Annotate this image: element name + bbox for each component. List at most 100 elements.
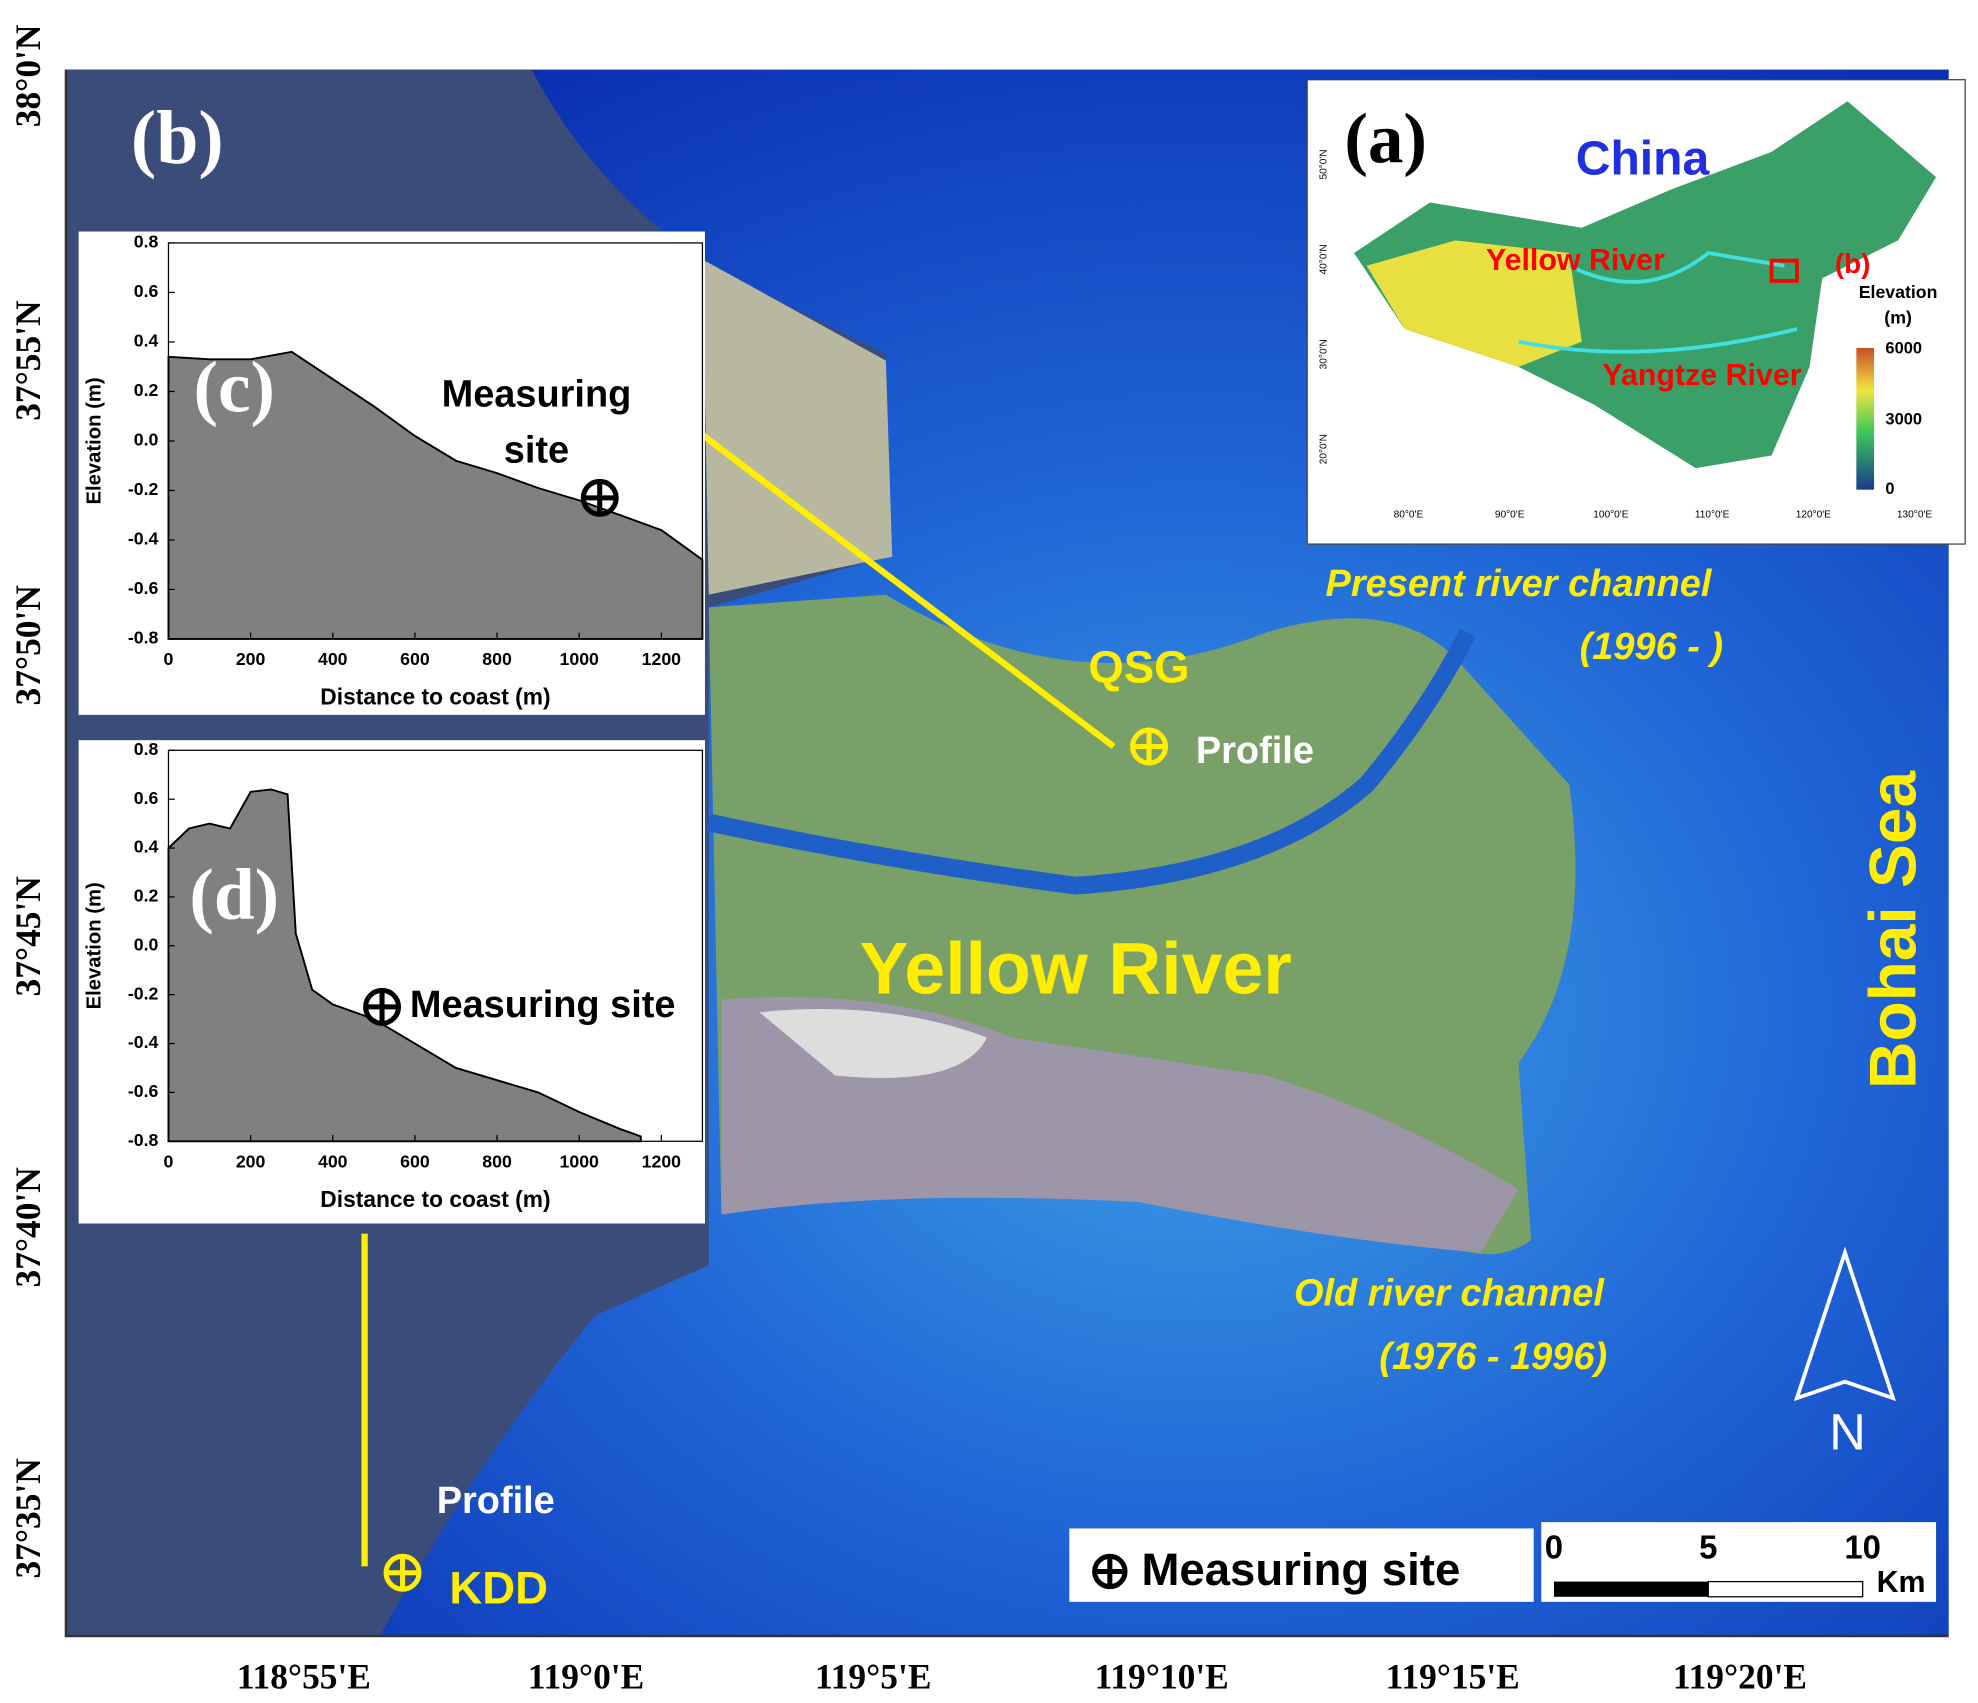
annotation: (1996 - ) xyxy=(1580,626,1723,668)
site-kdd xyxy=(383,1553,422,1592)
y-tick-label: -0.8 xyxy=(128,1130,159,1150)
x-tick-label: 600 xyxy=(400,1151,430,1171)
x-tick-label: 1200 xyxy=(642,1151,682,1171)
annotation: Old river channel xyxy=(1294,1273,1605,1315)
x-tick-label: 200 xyxy=(236,1151,266,1171)
y-axis-title: Elevation (m) xyxy=(83,882,105,1009)
measuring-site-cross xyxy=(365,990,399,1024)
inset-river xyxy=(1518,327,1798,354)
scale-bar xyxy=(1707,1580,1864,1598)
y-tick-label: 0.0 xyxy=(134,934,159,954)
charts: 0 200 400 600 800 1000 1200 -0.8 -0.6 -0.4 -0.2 0.0… xyxy=(78,231,705,1224)
lat-label: 37°55'N xyxy=(8,300,48,421)
lat-label: 37°45'N xyxy=(8,876,48,997)
panel-label: (d) xyxy=(189,854,279,935)
site-qsg xyxy=(1130,727,1169,766)
inset-lon-label: 80°0'E xyxy=(1394,510,1424,521)
inset-lat-label: 20°0'N xyxy=(1318,434,1329,464)
north-arrow xyxy=(1793,1246,1897,1402)
colorbar-label: 3000 xyxy=(1885,410,1922,428)
inset-box-label: (b) xyxy=(1835,248,1871,279)
inset-lat-label: 50°0'N xyxy=(1318,149,1329,179)
x-tick-label: 400 xyxy=(318,649,348,669)
site-name: QSG xyxy=(1088,642,1189,693)
y-tick-label: -0.2 xyxy=(128,479,159,499)
x-tick-label: 0 xyxy=(164,649,174,669)
y-tick-label: -0.8 xyxy=(128,628,159,648)
scale-bar xyxy=(1553,1581,1709,1597)
colorbar xyxy=(1856,347,1875,490)
y-tick-label: 0.0 xyxy=(134,430,159,450)
lat-label: 37°35'N xyxy=(8,1458,48,1579)
legend-symbol xyxy=(1092,1553,1128,1590)
inset: (a) China Yellow River Yangtze River (b)… xyxy=(1306,79,1966,545)
lon-label: 118°55'E xyxy=(237,1656,371,1696)
lon-label: 119°15'E xyxy=(1386,1656,1520,1696)
inset-river xyxy=(1568,251,1785,284)
scale-unit: Km xyxy=(1877,1566,1926,1599)
annotation: Measuring xyxy=(442,374,632,416)
x-axis-title: Distance to coast (m) xyxy=(320,683,550,709)
annotation: site xyxy=(504,429,569,471)
y-tick-label: -0.6 xyxy=(128,578,159,598)
inset-lon-label: 100°0'E xyxy=(1593,510,1628,521)
inset-ticks: 80°0'E 90°0'E 100°0'E 110°0'E 120°0'E 130°0'E… xyxy=(1318,149,1932,520)
frame xyxy=(64,69,1949,1638)
north-label: N xyxy=(1829,1403,1866,1460)
plateau xyxy=(1366,240,1582,367)
y-tick-label: -0.4 xyxy=(128,1032,159,1052)
colorbar-title: (m) xyxy=(1884,308,1912,328)
x-tick-label: 600 xyxy=(400,649,430,669)
legend-box xyxy=(1069,1528,1534,1602)
legend-label: Measuring site xyxy=(1141,1544,1460,1595)
y-tick-label: 0.4 xyxy=(134,837,159,857)
x-tick-label: 1000 xyxy=(560,1151,600,1171)
y-axis-title: Elevation (m) xyxy=(83,377,105,504)
y-tick-label: 0.2 xyxy=(134,886,159,906)
lat-label: 37°40'N xyxy=(8,1167,48,1288)
colorbar-label: 6000 xyxy=(1885,340,1922,358)
measuring-site-cross xyxy=(583,481,617,515)
inset-lon-label: 130°0'E xyxy=(1897,510,1932,521)
y-tick-label: 0.6 xyxy=(134,281,159,301)
annotation: Measuring site xyxy=(410,984,676,1026)
lat-label: 37°50'N xyxy=(8,585,48,706)
salt-pan xyxy=(759,1009,988,1079)
inset-river-label: Yangtze River xyxy=(1602,359,1801,392)
site-name: KDD xyxy=(449,1563,548,1614)
lon-label: 119°5'E xyxy=(815,1656,931,1696)
profile-label: Profile xyxy=(437,1480,555,1522)
inset-lon-label: 110°0'E xyxy=(1695,510,1730,521)
x-tick-label: 400 xyxy=(318,1151,348,1171)
profile-label: Profile xyxy=(1196,730,1314,772)
scale-label: 10 xyxy=(1844,1529,1881,1566)
panel-label: (c) xyxy=(194,347,275,428)
lon-label: 119°10'E xyxy=(1095,1656,1229,1696)
inset-lat-label: 40°0'N xyxy=(1318,244,1329,274)
y-tick-label: -0.6 xyxy=(128,1081,159,1101)
y-tick-label: -0.4 xyxy=(128,529,159,549)
scale-label: 5 xyxy=(1699,1529,1717,1566)
y-tick-label: -0.2 xyxy=(128,983,159,1003)
river xyxy=(706,628,1476,895)
y-tick-label: 0.4 xyxy=(134,331,159,351)
inset-panel-label: (a) xyxy=(1344,100,1427,178)
x-axis-title: Distance to coast (m) xyxy=(320,1186,550,1212)
scale-label: 0 xyxy=(1545,1529,1563,1566)
x-tick-label: 0 xyxy=(164,1151,174,1171)
inset-lon-label: 90°0'E xyxy=(1495,510,1525,521)
china xyxy=(1354,101,1937,469)
y-tick-label: 0.2 xyxy=(134,380,159,400)
lat-label: 38°0'N xyxy=(8,24,48,127)
lon-label: 119°0'E xyxy=(528,1656,644,1696)
inset-lon-label: 120°0'E xyxy=(1796,510,1831,521)
x-tick-label: 1000 xyxy=(560,649,600,669)
panel-label: (b) xyxy=(131,96,224,180)
annotation: (1976 - 1996) xyxy=(1379,1336,1607,1378)
inset-river-label: Yellow River xyxy=(1486,244,1665,277)
y-tick-label: 0.6 xyxy=(134,788,159,808)
geo-labels: 38°0'N 37°55'N 37°50'N 37°45'N 37°40'N 37°35'… xyxy=(8,24,1807,1696)
